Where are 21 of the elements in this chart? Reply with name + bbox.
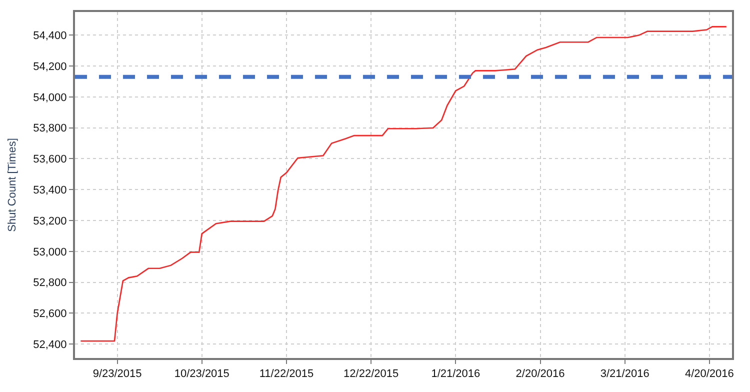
y-tick-label: 52,400	[33, 338, 67, 351]
y-tick-label: 53,800	[33, 122, 67, 135]
y-tick-label: 53,200	[33, 215, 67, 228]
y-tick-label: 52,800	[33, 277, 67, 290]
y-tick-label: 54,400	[33, 30, 67, 42]
x-tick-label: 12/22/2015	[344, 368, 399, 380]
x-tick-label: 2/20/2016	[516, 368, 565, 380]
x-tick-label: 4/20/2016	[684, 368, 734, 380]
y-tick-label: 53,000	[33, 246, 67, 258]
x-tick-label: 11/22/2015	[259, 368, 314, 380]
x-tick-label: 9/23/2015	[92, 368, 142, 380]
x-tick-label: 3/21/2016	[600, 368, 650, 380]
y-tick-label: 53,600	[33, 154, 67, 166]
y-tick-label: 53,400	[33, 184, 67, 196]
x-tick-label: 1/21/2016	[431, 368, 480, 380]
y-axis-title: Shut Count [Times]	[6, 138, 18, 232]
x-tick-label: 10/23/2015	[174, 368, 230, 380]
y-tick-label: 54,000	[33, 92, 67, 104]
y-tick-label: 52,600	[33, 308, 67, 320]
y-tick-label: 54,200	[33, 60, 67, 73]
line-series	[80, 26, 728, 342]
